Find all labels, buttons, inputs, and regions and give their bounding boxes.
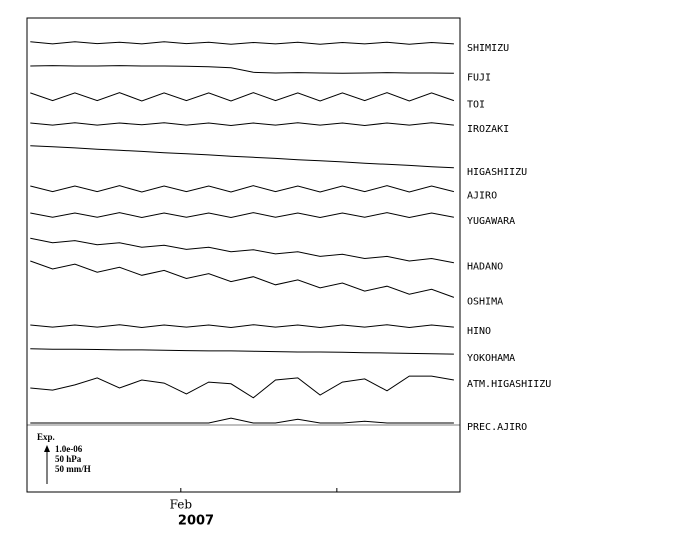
x-tick-label: Feb bbox=[170, 498, 193, 512]
x-axis-label: 2007 bbox=[178, 514, 214, 529]
trace bbox=[30, 260, 455, 298]
trace bbox=[30, 41, 454, 45]
trace bbox=[30, 185, 455, 193]
trace bbox=[30, 324, 454, 329]
series-label: HINO bbox=[467, 326, 491, 337]
scale-arrow-head bbox=[44, 445, 50, 452]
plot-frame bbox=[26, 17, 461, 493]
series-label: HIGASHIIZU bbox=[467, 167, 527, 178]
series-label: AJIRO bbox=[467, 191, 497, 202]
series-label: TOI bbox=[467, 100, 485, 111]
series-label: SHIMIZU bbox=[467, 43, 509, 54]
trace bbox=[30, 375, 454, 399]
series-label: OSHIMA bbox=[467, 296, 503, 307]
trace bbox=[30, 417, 454, 424]
series-label: FUJI bbox=[467, 72, 491, 83]
trace bbox=[30, 237, 454, 264]
trace bbox=[30, 348, 454, 355]
legend-item: 50 mm/H bbox=[55, 464, 91, 474]
series-label: IROZAKI bbox=[467, 124, 509, 135]
trace bbox=[30, 212, 454, 219]
series-label: YUGAWARA bbox=[467, 216, 515, 227]
series-label: YOKOHAMA bbox=[467, 353, 515, 364]
legend-item: 1.0e-06 bbox=[55, 444, 83, 454]
trace bbox=[30, 122, 454, 127]
trace bbox=[30, 92, 455, 102]
series-label: PREC.AJIRO bbox=[467, 422, 527, 433]
trace bbox=[30, 65, 454, 74]
legend-item: 50 hPa bbox=[55, 454, 82, 464]
series-label: ATM.HIGASHIIZU bbox=[467, 379, 551, 390]
legend-title: Exp. bbox=[37, 432, 55, 442]
trace bbox=[30, 145, 454, 169]
series-label: HADANO bbox=[467, 262, 503, 273]
